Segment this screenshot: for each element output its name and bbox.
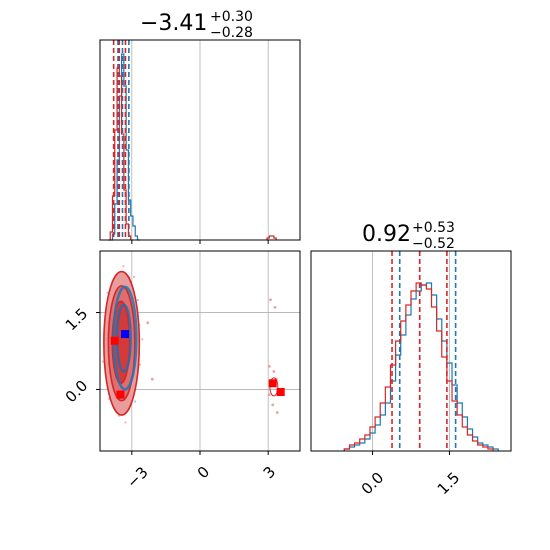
panel2-title-sup: +0.53	[412, 220, 455, 236]
scatter-point	[271, 403, 275, 407]
panel1-frame	[99, 39, 301, 241]
panel2-title: 0.92	[362, 222, 411, 247]
scatter-point	[272, 370, 276, 373]
panel2-histogram	[343, 282, 494, 451]
joint-frame	[99, 250, 301, 452]
panel1-histogram	[107, 67, 277, 241]
panel1-title-sup: +0.30	[210, 9, 253, 25]
data-layer	[101, 40, 499, 451]
scatter-point	[267, 364, 271, 368]
scatter-point	[141, 338, 144, 341]
scatter-point	[122, 265, 125, 268]
scatter-point	[273, 306, 277, 309]
series-b-marker	[110, 336, 119, 345]
scatter-point	[146, 321, 150, 325]
panel2-frame	[310, 250, 512, 452]
y-tick-label: 0.0	[62, 377, 92, 407]
scatter-point	[150, 377, 154, 381]
scatter-point	[138, 363, 142, 366]
scatter-point	[124, 421, 127, 424]
scatter-point	[133, 275, 136, 278]
x-tick-label: 3	[260, 463, 279, 482]
panel1-histogram	[110, 53, 140, 241]
panel2-title-sub: −0.52	[412, 236, 455, 252]
scatter-point	[136, 298, 140, 302]
series-a-marker	[121, 330, 129, 339]
frame-layer	[96, 39, 512, 455]
panel1-title-sub: −0.28	[210, 25, 253, 41]
scatter-point	[275, 411, 279, 414]
y-tick-label: 1.5	[62, 305, 92, 335]
scatter-point	[101, 360, 105, 363]
x-tick-label-2: 1.5	[434, 469, 464, 499]
scatter-point	[269, 298, 272, 302]
series-b-marker	[116, 390, 125, 399]
scatter-point	[133, 400, 137, 403]
panel2-histogram	[343, 282, 499, 451]
scatter-point	[267, 393, 271, 396]
x-tick-label: 0	[194, 463, 213, 482]
panel1-title: −3.41	[140, 11, 207, 36]
x-tick-label: −3	[123, 463, 151, 491]
x-tick-label-2: 0.0	[358, 469, 388, 499]
series-b-marker	[276, 388, 285, 397]
series-b-marker	[268, 379, 277, 388]
